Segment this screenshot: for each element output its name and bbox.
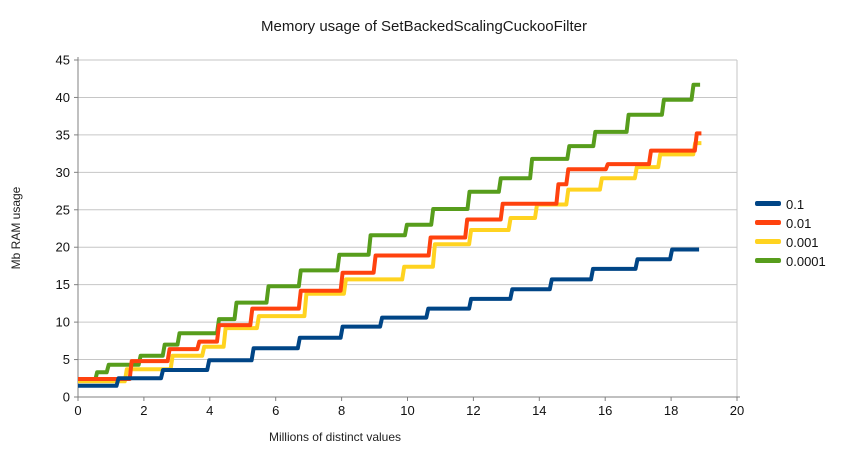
y-tick-label-25: 25 [56, 202, 70, 217]
legend-swatch-0.001 [755, 239, 781, 244]
legend-label-0.0001: 0.0001 [786, 254, 826, 269]
x-tick-label-14: 14 [532, 403, 546, 418]
x-tick-label-8: 8 [338, 403, 345, 418]
legend-label-0.001: 0.001 [786, 235, 819, 250]
chart-title: Memory usage of SetBackedScalingCuckooFi… [261, 18, 587, 35]
legend-item-0.001: 0.001 [755, 235, 819, 250]
y-tick-label-30: 30 [56, 165, 70, 180]
legend-swatch-0.01 [755, 220, 781, 225]
series-line-0.01 [78, 131, 702, 381]
series-line-0.0001 [78, 82, 701, 383]
series-lines [78, 82, 702, 388]
legend: 0.1 0.01 0.001 0.0001 [755, 197, 826, 269]
legend-label-0.01: 0.01 [786, 216, 811, 231]
x-tick-label-10: 10 [400, 403, 414, 418]
x-tick-label-12: 12 [466, 403, 480, 418]
x-tick-label-4: 4 [206, 403, 213, 418]
axes [74, 57, 740, 401]
gridlines [78, 59, 738, 397]
legend-item-0.01: 0.01 [755, 216, 811, 231]
x-tick-label-6: 6 [272, 403, 279, 418]
x-axis-title: Millions of distinct values [269, 430, 401, 444]
series-line-0.1 [78, 247, 700, 388]
x-tick-label-0: 0 [74, 403, 81, 418]
y-tick-label-40: 40 [56, 90, 70, 105]
legend-swatch-0.0001 [755, 258, 781, 263]
legend-item-0.1: 0.1 [755, 197, 804, 212]
y-tick-label-0: 0 [63, 390, 70, 405]
x-tick-label-2: 2 [140, 403, 147, 418]
series-line-0.001 [78, 141, 702, 384]
y-tick-label-35: 35 [56, 127, 70, 142]
x-tick-label-18: 18 [664, 403, 678, 418]
y-tick-label-10: 10 [56, 315, 70, 330]
x-tick-label-20: 20 [730, 403, 744, 418]
y-axis-title: Mb RAM usage [9, 186, 23, 269]
y-tick-label-20: 20 [56, 240, 70, 255]
legend-swatch-0.1 [755, 201, 781, 206]
tick-labels: 0 2 4 6 8 10 12 14 16 18 20 0 5 10 15 20 25 30 35 40 45 [56, 53, 745, 419]
legend-item-0.0001: 0.0001 [755, 254, 826, 269]
y-tick-label-45: 45 [56, 53, 70, 68]
y-tick-label-5: 5 [63, 352, 70, 367]
x-tick-label-16: 16 [598, 403, 612, 418]
legend-label-0.1: 0.1 [786, 197, 804, 212]
y-tick-label-15: 15 [56, 277, 70, 292]
